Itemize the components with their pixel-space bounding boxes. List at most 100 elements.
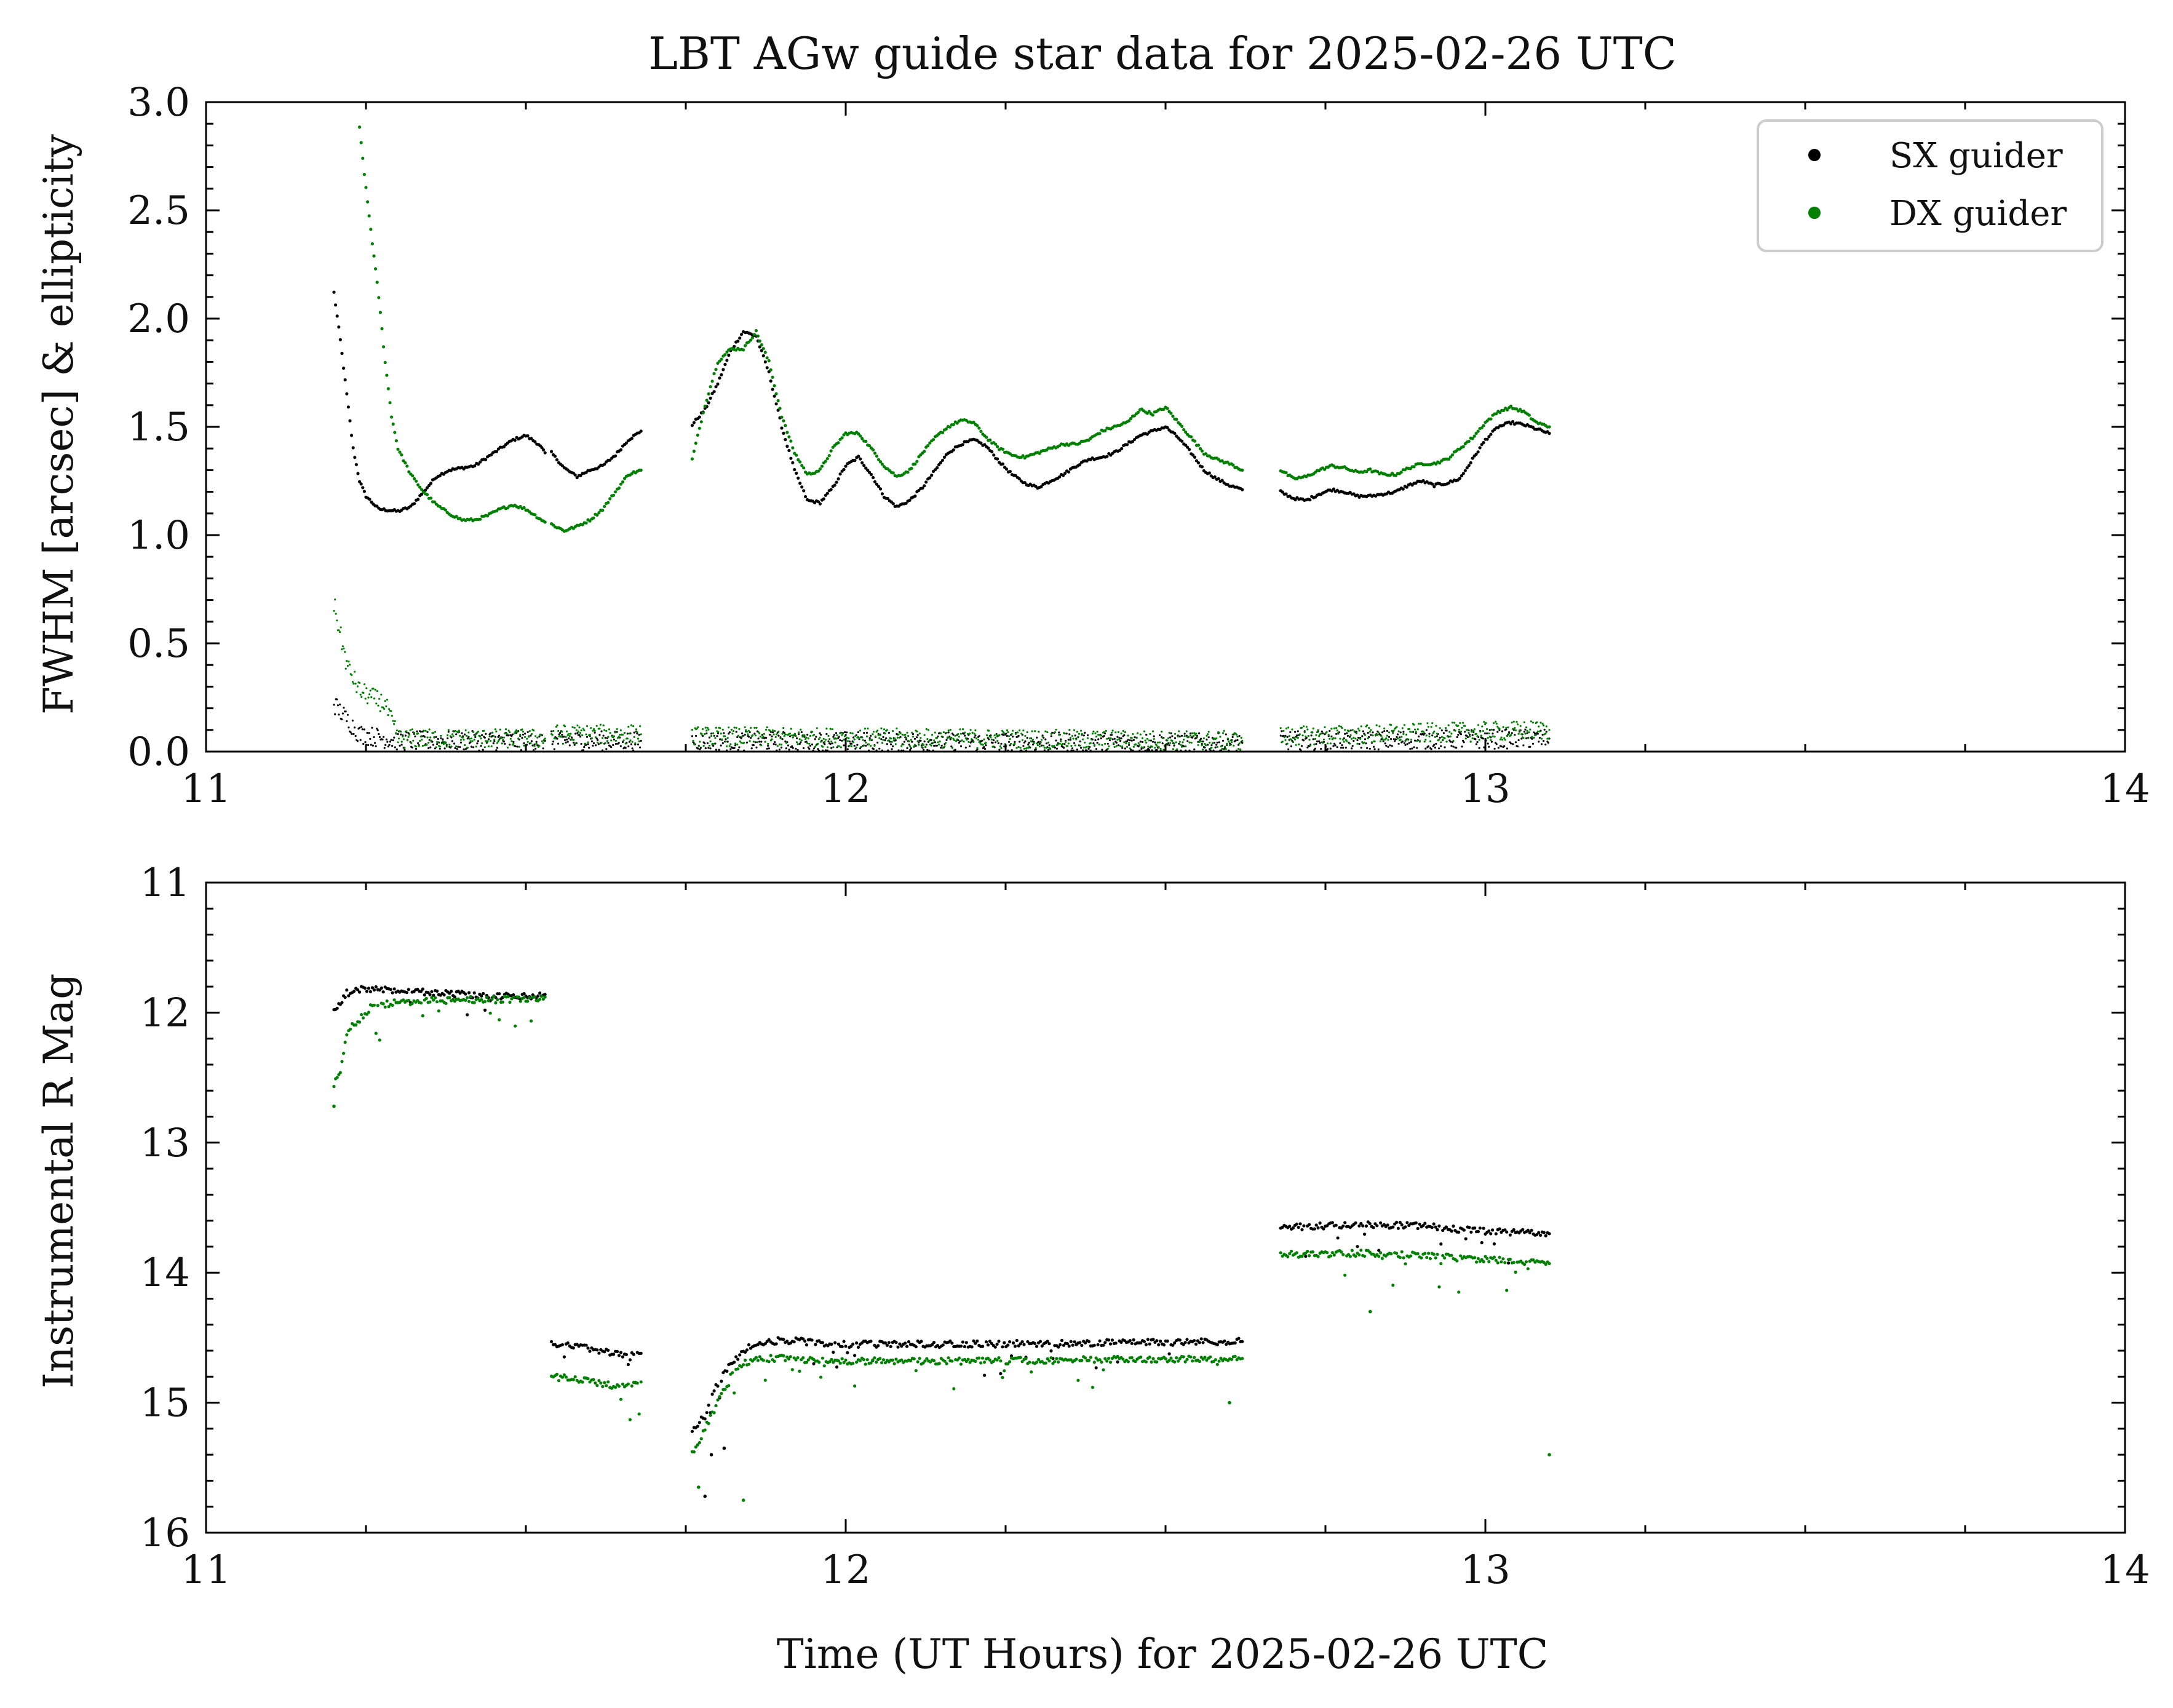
data-point <box>455 515 458 518</box>
data-point <box>552 741 555 743</box>
data-point <box>516 745 518 748</box>
data-point <box>721 742 724 744</box>
data-point <box>709 1413 712 1417</box>
data-point <box>522 996 526 999</box>
data-point <box>1019 741 1021 743</box>
data-point <box>521 728 523 731</box>
data-point <box>983 1360 987 1364</box>
data-point <box>602 734 605 737</box>
data-point <box>997 1356 1001 1360</box>
data-point <box>1400 1223 1404 1226</box>
data-point <box>432 993 435 997</box>
data-point <box>1150 1360 1153 1364</box>
data-point <box>691 729 693 731</box>
data-point <box>473 464 477 468</box>
data-point <box>1171 739 1174 742</box>
data-point <box>426 731 429 733</box>
data-point <box>1438 747 1440 750</box>
data-point <box>356 740 359 742</box>
data-point <box>816 469 820 473</box>
data-point <box>1015 747 1018 749</box>
data-point <box>774 741 776 744</box>
data-point <box>1428 733 1431 735</box>
data-point <box>568 733 570 735</box>
data-point <box>788 749 790 751</box>
data-point <box>913 737 916 740</box>
data-point <box>430 996 434 999</box>
data-point <box>1440 729 1443 732</box>
data-point <box>517 995 521 999</box>
data-point <box>1185 1357 1189 1361</box>
data-point <box>1379 1221 1383 1225</box>
data-point <box>914 1368 918 1373</box>
data-point <box>1183 735 1186 737</box>
data-point <box>1019 747 1022 749</box>
data-point <box>1281 741 1284 743</box>
data-point <box>1505 728 1508 731</box>
data-point <box>977 426 981 430</box>
data-point <box>1403 742 1405 744</box>
data-point <box>756 334 760 338</box>
data-point <box>1401 487 1405 491</box>
data-point <box>964 1341 968 1345</box>
outlier-point <box>1228 1400 1231 1405</box>
data-point <box>1476 735 1479 737</box>
data-point <box>356 685 359 688</box>
outlier-point <box>709 1453 713 1456</box>
data-point <box>1543 728 1546 731</box>
data-point <box>985 435 988 439</box>
data-point <box>1194 1342 1198 1346</box>
data-point <box>375 280 379 284</box>
data-point <box>1186 445 1190 449</box>
data-point <box>640 739 642 742</box>
data-point <box>827 734 830 737</box>
data-point <box>1185 730 1188 733</box>
data-point <box>432 500 437 504</box>
data-point <box>825 733 828 735</box>
data-point <box>1325 731 1328 733</box>
data-point <box>334 303 338 307</box>
data-point <box>540 446 544 450</box>
data-point <box>1114 1341 1118 1345</box>
data-point <box>595 736 597 739</box>
data-point <box>988 729 990 732</box>
data-point <box>958 1356 961 1360</box>
data-point <box>1510 742 1512 745</box>
data-point <box>928 476 932 480</box>
data-point <box>342 1052 346 1055</box>
data-point <box>1440 745 1442 747</box>
data-point <box>874 735 877 737</box>
data-point <box>789 735 792 737</box>
data-point <box>1392 738 1395 741</box>
data-point <box>1355 732 1357 734</box>
data-point <box>1447 724 1450 726</box>
data-point <box>1080 1343 1084 1348</box>
data-point <box>1027 743 1030 745</box>
data-point <box>995 733 998 736</box>
data-point <box>918 744 920 746</box>
data-point <box>491 731 494 734</box>
data-point <box>429 746 432 749</box>
data-point <box>479 460 482 464</box>
data-point <box>383 1005 387 1009</box>
data-point <box>714 385 718 389</box>
data-point <box>916 740 919 742</box>
data-point <box>696 1424 699 1428</box>
data-point <box>1541 734 1544 736</box>
data-point <box>335 613 337 615</box>
data-point <box>1022 729 1025 732</box>
data-point <box>1435 725 1437 727</box>
data-point <box>697 1421 701 1424</box>
data-point <box>939 740 941 743</box>
data-point <box>473 739 475 741</box>
data-point <box>490 745 493 747</box>
data-point <box>575 475 579 480</box>
data-point <box>1325 1251 1329 1255</box>
data-point <box>981 1356 985 1360</box>
data-point <box>1428 735 1431 737</box>
data-point <box>535 742 538 745</box>
data-point <box>420 488 424 491</box>
data-point <box>518 745 520 748</box>
data-point <box>937 741 939 744</box>
